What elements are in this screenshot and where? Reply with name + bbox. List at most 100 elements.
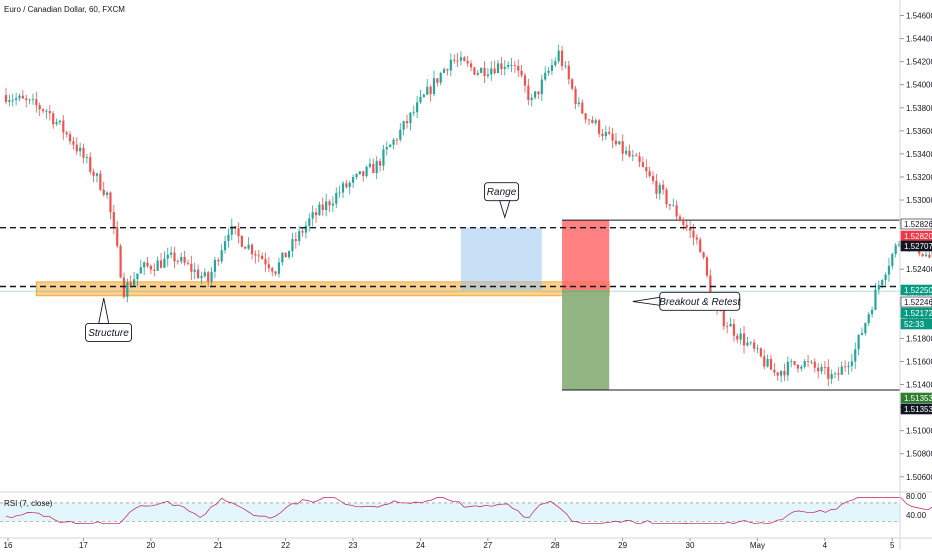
candle-body [409,113,411,123]
candle-body [76,145,78,152]
candle-body [504,67,506,69]
candle-body [446,69,448,70]
candle-body [241,236,243,247]
candle-body [790,361,792,362]
candle-body [682,221,684,225]
price-tag: 1.52246 [901,297,932,307]
candle-body [160,260,162,267]
candle-body [126,282,128,296]
range-label: Range [487,187,517,198]
candle-body [527,86,529,100]
candle-body [379,161,381,166]
candle-body [824,367,826,368]
candle-body [221,250,223,261]
rsi-tick-label: 80.00 [906,492,927,501]
candle-body [32,99,34,100]
candle-body [601,134,603,136]
time-tick-label: 28 [551,541,560,550]
candle-body [726,326,728,327]
candle-body [645,167,647,171]
candle-body [797,365,799,369]
candle-body [729,324,731,327]
candle-body [204,272,206,276]
price-tag: 52:33 [901,319,932,329]
candle-body [416,102,418,112]
candle-body [510,65,512,66]
rsi-tick-label: 40.00 [906,511,927,520]
price-tag-label: 1.52707 [904,242,932,251]
candle-body [453,60,455,61]
candle-body [669,204,671,205]
candle-body [251,245,253,254]
candle-body [723,310,725,326]
candle-body [558,51,560,61]
price-tag-label: 1.52826 [904,220,932,229]
time-tick-label: May [750,541,765,550]
candle-body [66,132,68,134]
candle-body [450,60,452,71]
candle-body [571,79,573,88]
candle-body [69,134,71,141]
candle-body [328,201,330,205]
candle-body [113,212,115,227]
candle-body [376,161,378,173]
candle-body [551,65,553,71]
candle-body [595,120,597,123]
candle-body [433,78,435,94]
levels-layer [0,228,900,287]
candle-body [463,57,465,61]
candle-body [868,314,870,323]
candle-body [500,63,502,69]
candle-body [150,266,152,270]
candle-body [130,282,132,285]
candle-body [96,173,98,175]
candle-body [244,247,246,249]
candle-body [285,253,287,258]
price-axis[interactable]: 1.546001.544001.542001.540001.538001.536… [900,0,932,550]
candle-body [847,366,849,367]
rsi-pane: RSI (7, close) 80.00 40.00 [0,492,932,524]
candle-body [443,69,445,73]
rsi-label: RSI (7, close) [4,499,53,508]
candle-body [652,176,654,181]
candle-body [665,190,667,205]
candle-body [642,162,644,167]
candle-body [925,255,927,256]
candle-body [79,148,81,152]
price-tag-label: 1.51353 [904,394,932,403]
structure-label: Structure [88,328,129,339]
candle-body [831,374,833,379]
candle-body [318,205,320,216]
time-tick-label: 27 [483,541,492,550]
candle-body [210,272,212,282]
candle-body [608,132,610,134]
candle-body [349,183,351,187]
candle-body [851,361,853,365]
candle-body [355,174,357,177]
time-tick-label: 20 [146,541,155,550]
candle-body [706,257,708,275]
candle-body [426,87,428,95]
candle-body [793,361,795,365]
price-tick-label: 1.52400 [906,265,932,274]
candle-body [702,252,704,257]
candle-body [554,61,556,65]
candle-body [564,66,566,67]
candle-body [123,278,125,297]
price-tag: 1.52250 [901,285,932,295]
candle-body [271,268,273,271]
time-tick-label: 23 [349,541,358,550]
candle-body [672,205,674,206]
candle-body [760,348,762,356]
candle-body [184,257,186,263]
candle-body [278,262,280,273]
candle-body [254,254,256,255]
candle-body [143,263,145,268]
candle-body [827,367,829,379]
candle-body [817,368,819,372]
candle-body [227,235,229,241]
candle-body [470,63,472,67]
breakout-label: Breakout & Retest [659,297,741,308]
candle-body [467,61,469,63]
